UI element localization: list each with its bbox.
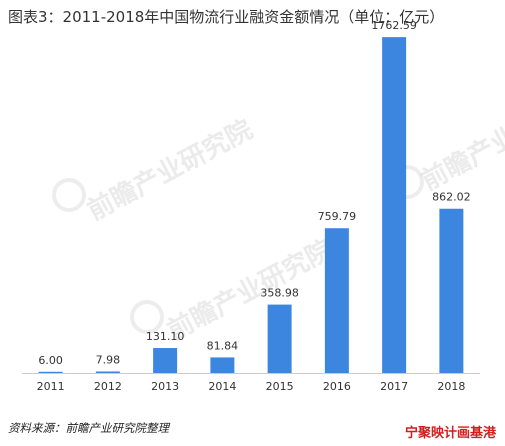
bar-2011 <box>38 371 63 373</box>
x-tick-label-2014: 2014 <box>208 380 236 393</box>
data-label-2016: 759.79 <box>318 210 357 223</box>
x-tick-label-2016: 2016 <box>323 380 351 393</box>
watermark-stamp: 宁聚映计画基港 <box>401 421 499 442</box>
source-note: 资料来源：前瞻产业研究院整理 <box>8 421 169 435</box>
x-tick-label-2011: 2011 <box>37 380 65 393</box>
bar-2013 <box>153 348 178 373</box>
bar-2018 <box>439 208 464 373</box>
bar-2015 <box>267 304 292 373</box>
bar-2016 <box>324 228 349 373</box>
x-tick-label-2015: 2015 <box>266 380 294 393</box>
bar-2012 <box>95 371 120 373</box>
data-label-2017: 1762.59 <box>371 19 417 32</box>
data-label-2012: 7.98 <box>96 353 121 366</box>
data-label-2018: 862.02 <box>432 191 471 204</box>
x-tick-label-2013: 2013 <box>151 380 179 393</box>
bar-2017 <box>382 37 407 373</box>
data-label-2014: 81.84 <box>207 339 239 352</box>
ticks-layer: 2011 2012 2013 2014 2015 2016 2017 2018 <box>37 380 466 393</box>
x-tick-label-2018: 2018 <box>437 380 465 393</box>
data-label-2011: 6.00 <box>38 354 63 367</box>
bar-2014 <box>210 357 235 373</box>
bars-layer <box>38 37 464 373</box>
data-label-2015: 358.98 <box>260 287 299 300</box>
labels-layer: 6.00 7.98 131.10 81.84 358.98 759.79 1762.59 86… <box>38 19 470 367</box>
data-label-2013: 131.10 <box>146 330 185 343</box>
x-tick-label-2012: 2012 <box>94 380 122 393</box>
chart-title: 图表3：2011-2018年中国物流行业融资金额情况（单位：亿元） <box>8 8 445 26</box>
x-tick-label-2017: 2017 <box>380 380 408 393</box>
